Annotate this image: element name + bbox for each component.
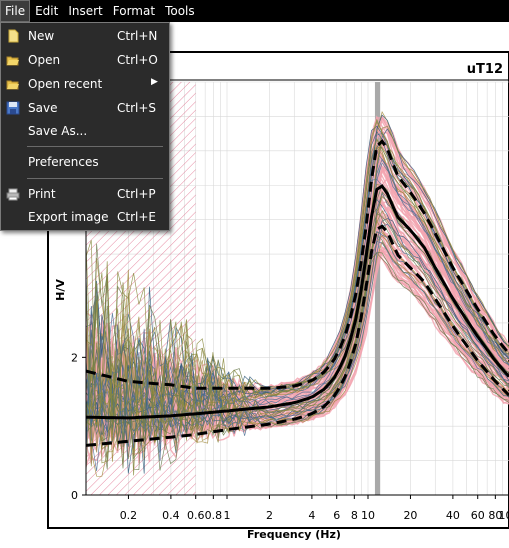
x-tick-label: 0.8	[205, 509, 223, 522]
x-tick-label: 60	[471, 509, 485, 522]
y-tick-label: 2	[71, 351, 78, 364]
menu-tools[interactable]: Tools	[160, 0, 200, 22]
y-tick-label: 0	[71, 489, 78, 502]
menu-item-open-recent[interactable]: Open recent ▶	[1, 74, 169, 96]
menu-item-new[interactable]: New Ctrl+N	[1, 26, 169, 48]
menu-format[interactable]: Format	[108, 0, 160, 22]
x-axis-label: Frequency (Hz)	[247, 528, 341, 541]
menu-separator	[27, 178, 163, 179]
menu-item-shortcut: Ctrl+E	[117, 210, 156, 224]
menu-item-label: Print	[28, 187, 56, 201]
x-tick-label: 10	[361, 509, 375, 522]
menu-item-label: Export image	[28, 210, 108, 224]
x-tick-label: 6	[333, 509, 340, 522]
menu-separator	[27, 146, 163, 147]
x-tick-label: 40	[446, 509, 460, 522]
menu-item-shortcut: Ctrl+O	[117, 53, 158, 67]
menu-item-shortcut: Ctrl+N	[117, 29, 157, 43]
y-axis-label: H/V	[54, 279, 67, 301]
chart-title: uT12	[467, 62, 503, 77]
folder-recent-icon	[6, 77, 20, 91]
menu-item-label: Open recent	[28, 77, 102, 91]
menu-item-label: Save As...	[28, 124, 87, 138]
x-tick-label: 0.6	[187, 509, 205, 522]
x-tick-label: 2	[266, 509, 273, 522]
x-tick-label: 4	[308, 509, 315, 522]
menu-item-export-image[interactable]: Export image Ctrl+E	[1, 207, 169, 229]
x-tick-label: 8	[351, 509, 358, 522]
menu-item-label: Open	[28, 53, 60, 67]
menu-item-label: New	[28, 29, 54, 43]
save-disk-icon	[6, 101, 20, 115]
menu-bar: File Edit Insert Format Tools	[0, 0, 509, 22]
menu-file[interactable]: File	[0, 0, 30, 22]
x-tick-label: 0.4	[162, 509, 180, 522]
menu-insert[interactable]: Insert	[63, 0, 107, 22]
new-file-icon	[6, 29, 20, 43]
menu-item-preferences[interactable]: Preferences	[1, 152, 169, 174]
file-menu-dropdown: New Ctrl+N Open Ctrl+O Open recent ▶ Sav…	[0, 22, 170, 231]
menu-item-save[interactable]: Save Ctrl+S	[1, 98, 169, 120]
menu-item-open[interactable]: Open Ctrl+O	[1, 50, 169, 72]
menu-item-print[interactable]: Print Ctrl+P	[1, 184, 169, 206]
menu-item-label: Save	[28, 101, 57, 115]
menu-item-shortcut: Ctrl+P	[117, 187, 156, 201]
x-tick-label: 1	[224, 509, 231, 522]
submenu-arrow-icon: ▶	[151, 77, 158, 87]
menu-item-shortcut: Ctrl+S	[117, 101, 156, 115]
menu-edit[interactable]: Edit	[30, 0, 63, 22]
menu-item-label: Preferences	[28, 155, 99, 169]
folder-open-icon	[6, 53, 20, 67]
menu-item-save-as[interactable]: Save As...	[1, 121, 169, 143]
x-tick-label: 100	[499, 509, 509, 522]
x-tick-label: 20	[403, 509, 417, 522]
x-tick-label: 0.2	[120, 509, 138, 522]
printer-icon	[6, 187, 20, 201]
